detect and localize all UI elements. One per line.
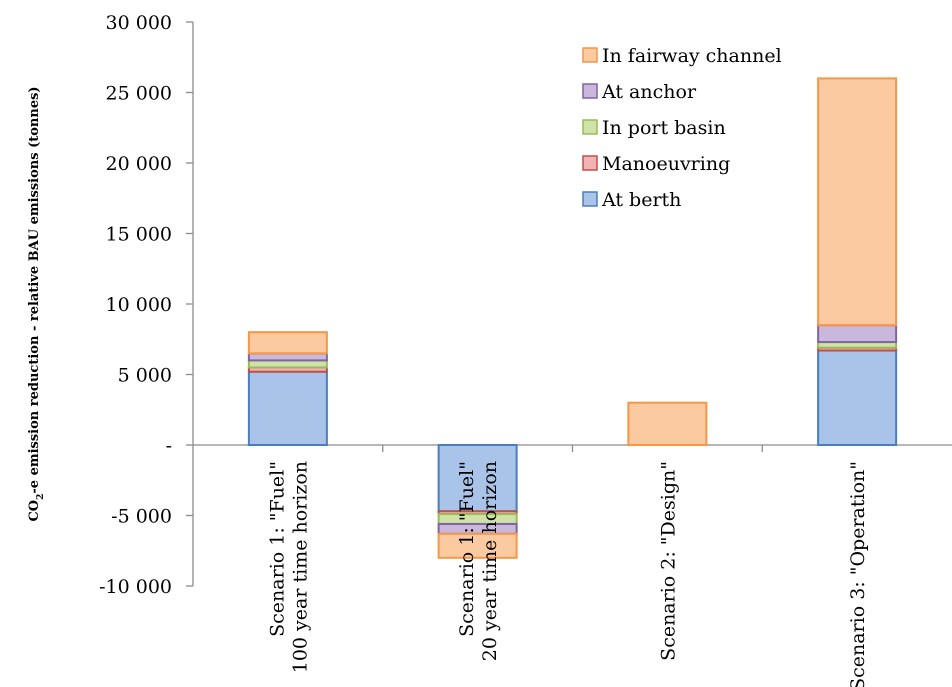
legend-label: At berth bbox=[601, 189, 681, 211]
y-tick-label: 10 000 bbox=[106, 294, 172, 316]
legend-swatch bbox=[582, 155, 598, 171]
legend: In fairway channel At anchor In port basin… bbox=[582, 45, 782, 211]
y-tick-label: -5 000 bbox=[111, 506, 172, 528]
bar-segment bbox=[437, 444, 518, 513]
x-category-label: Scenario 2: "Design" bbox=[657, 461, 679, 661]
bar-segment bbox=[247, 331, 328, 355]
y-axis-label-group: CO2-e emission reduction - relative BAU … bbox=[27, 86, 46, 521]
y-tick-label: 20 000 bbox=[106, 153, 172, 175]
axes: 30 000 25 000 20 000 15 000 10 000 5 000 - -5 0… bbox=[99, 12, 952, 598]
legend-label: At anchor bbox=[601, 81, 697, 103]
legend-swatch bbox=[582, 191, 598, 207]
y-axis-label-post: -e emission reduction - relative BAU emi… bbox=[27, 86, 42, 493]
bar-segment bbox=[817, 349, 898, 446]
bar-segment bbox=[817, 324, 898, 344]
y-axis-label-sub: 2 bbox=[36, 494, 46, 500]
legend-swatch bbox=[582, 47, 598, 63]
y-tick-label: 25 000 bbox=[106, 83, 172, 105]
y-axis-label: CO2-e emission reduction - relative BAU … bbox=[27, 86, 46, 521]
y-axis-label-pre: CO bbox=[27, 500, 42, 522]
bar-segment bbox=[437, 532, 518, 559]
bar-segment bbox=[247, 352, 328, 362]
x-category-label: Scenario 1: "Fuel" bbox=[266, 461, 288, 637]
bar-segment bbox=[247, 370, 328, 446]
y-tick-label: 30 000 bbox=[106, 12, 172, 34]
bars bbox=[247, 77, 898, 559]
legend-swatch bbox=[582, 119, 598, 135]
y-tick-label: 5 000 bbox=[118, 365, 172, 387]
bar-segment bbox=[247, 359, 328, 369]
legend-label: In fairway channel bbox=[602, 45, 782, 67]
legend-swatch bbox=[582, 83, 598, 99]
legend-label: Manoeuvring bbox=[602, 153, 730, 175]
bar-segment bbox=[627, 401, 708, 447]
category-labels: Scenario 1: "Fuel" 100 year time horizon S… bbox=[266, 461, 869, 687]
legend-label: In port basin bbox=[602, 117, 726, 139]
y-tick-label: - bbox=[166, 435, 172, 457]
x-category-label: 20 year time horizon bbox=[479, 461, 501, 661]
x-category-label: Scenario 1: "Fuel" bbox=[456, 461, 478, 637]
x-category-label: 100 year time horizon bbox=[289, 461, 311, 673]
x-category-label: Scenario 3: "Operation" bbox=[847, 461, 869, 687]
y-tick-label: 15 000 bbox=[106, 224, 172, 246]
y-tick-label: -10 000 bbox=[99, 576, 172, 598]
bar-segment bbox=[817, 77, 898, 327]
